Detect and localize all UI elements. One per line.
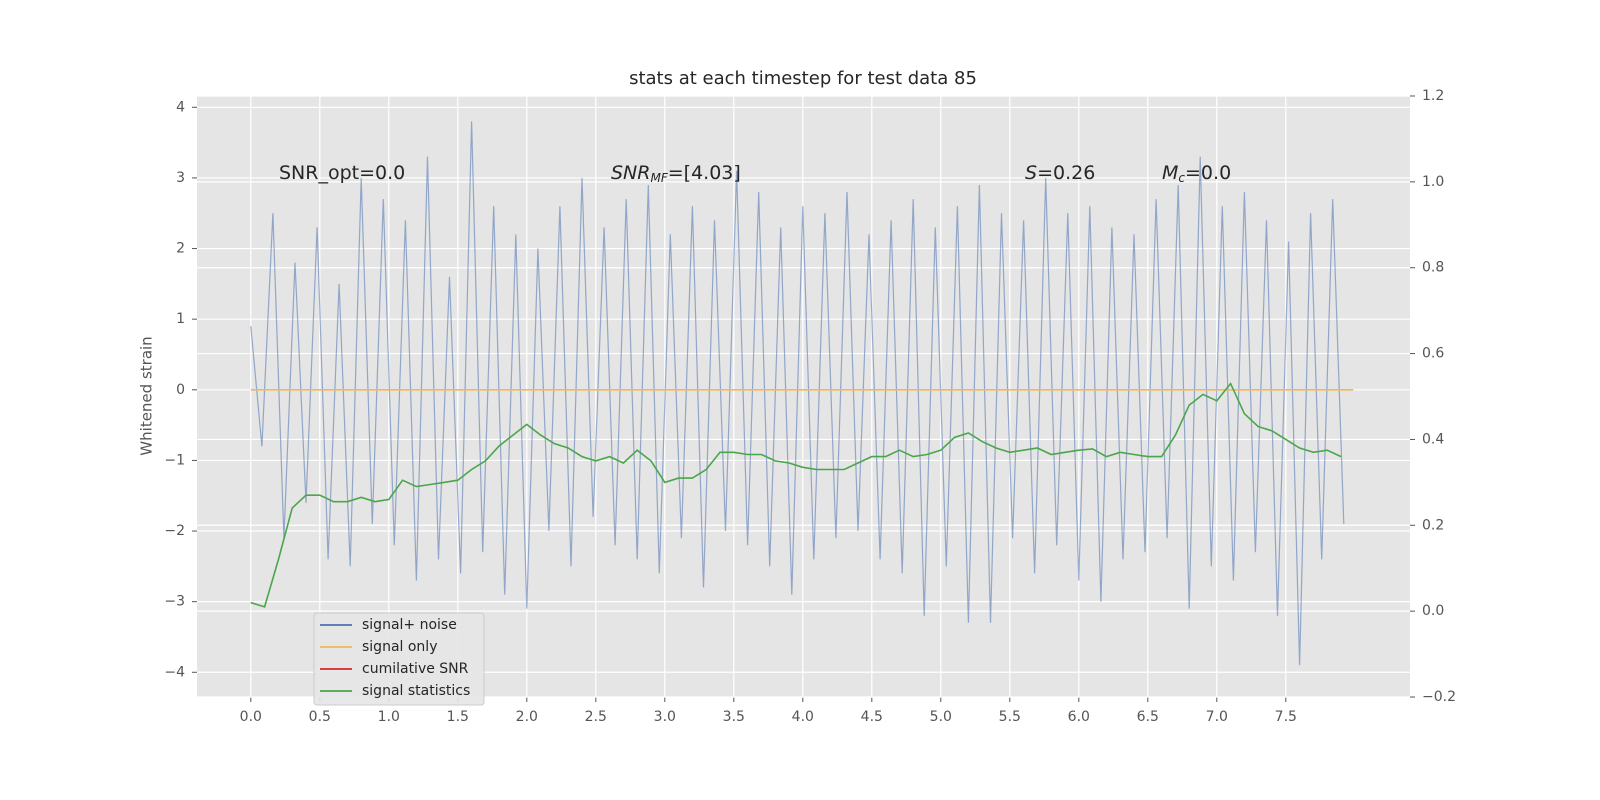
annotation-rest: =[4.03] bbox=[668, 162, 741, 184]
legend-label: signal+ noise bbox=[362, 617, 457, 633]
annotation-rest: =0.0 bbox=[1185, 162, 1231, 184]
annotation-main: SNR_opt=0.0 bbox=[279, 162, 405, 184]
annotation-rest: =0.26 bbox=[1037, 162, 1095, 184]
y2-tick-label: 1.2 bbox=[1422, 88, 1444, 104]
annotation: S=0.26 bbox=[1025, 162, 1095, 184]
y2-tick-label: 1.0 bbox=[1422, 174, 1444, 190]
annotation-sub: MF bbox=[650, 171, 668, 185]
x-tick-label: 1.0 bbox=[378, 709, 400, 725]
y2-tick-label: 0.4 bbox=[1422, 431, 1444, 447]
x-tick-label: 3.5 bbox=[723, 709, 745, 725]
annotation: Mc=0.0 bbox=[1162, 162, 1231, 185]
y2-tick-label: 0.0 bbox=[1422, 603, 1444, 619]
annotation-main: M bbox=[1162, 162, 1178, 184]
x-tick-label: 4.5 bbox=[861, 709, 883, 725]
annotation: SNRMF=[4.03] bbox=[611, 162, 741, 185]
annotation-main: SNR bbox=[611, 162, 650, 184]
annotation: SNR_opt=0.0 bbox=[279, 162, 405, 184]
y2-tick-label: −0.2 bbox=[1422, 689, 1456, 705]
y2-tick-label: 0.6 bbox=[1422, 346, 1444, 362]
annotation-main: S bbox=[1025, 162, 1037, 184]
y-tick-label: 4 bbox=[176, 99, 185, 115]
series-line bbox=[250, 382, 1342, 608]
x-tick-label: 5.5 bbox=[999, 709, 1021, 725]
x-tick-label: 0.5 bbox=[309, 709, 331, 725]
x-tick-label: 7.5 bbox=[1275, 709, 1297, 725]
series-line bbox=[250, 121, 1345, 666]
x-tick-label: 7.0 bbox=[1206, 709, 1228, 725]
x-tick-label: 3.0 bbox=[654, 709, 676, 725]
x-tick-label: 1.5 bbox=[447, 709, 469, 725]
y-axis-label: Whitened strain bbox=[138, 336, 156, 455]
y-tick-label: −3 bbox=[164, 594, 185, 610]
x-tick-label: 2.5 bbox=[585, 709, 607, 725]
annotation-sub: c bbox=[1178, 171, 1185, 185]
legend-label: signal statistics bbox=[362, 683, 470, 699]
x-tick-label: 5.0 bbox=[930, 709, 952, 725]
y2-tick-label: 0.8 bbox=[1422, 260, 1444, 276]
x-tick-label: 6.5 bbox=[1137, 709, 1159, 725]
chart-title: stats at each timestep for test data 85 bbox=[629, 68, 977, 89]
y2-tick-label: 0.2 bbox=[1422, 517, 1444, 533]
y-tick-label: −4 bbox=[164, 664, 185, 680]
y-tick-label: 0 bbox=[176, 382, 185, 398]
legend-label: cumilative SNR bbox=[362, 661, 469, 677]
x-tick-label: 4.0 bbox=[792, 709, 814, 725]
y-tick-label: 1 bbox=[176, 311, 185, 327]
x-tick-label: 2.0 bbox=[516, 709, 538, 725]
x-tick-label: 0.0 bbox=[240, 709, 262, 725]
x-tick-label: 6.0 bbox=[1068, 709, 1090, 725]
y-tick-label: 3 bbox=[176, 170, 185, 186]
legend-box bbox=[313, 612, 485, 706]
y-tick-label: 2 bbox=[176, 241, 185, 257]
y-tick-label: −1 bbox=[164, 452, 185, 468]
y-tick-label: −2 bbox=[164, 523, 185, 539]
legend-label: signal only bbox=[362, 639, 437, 655]
